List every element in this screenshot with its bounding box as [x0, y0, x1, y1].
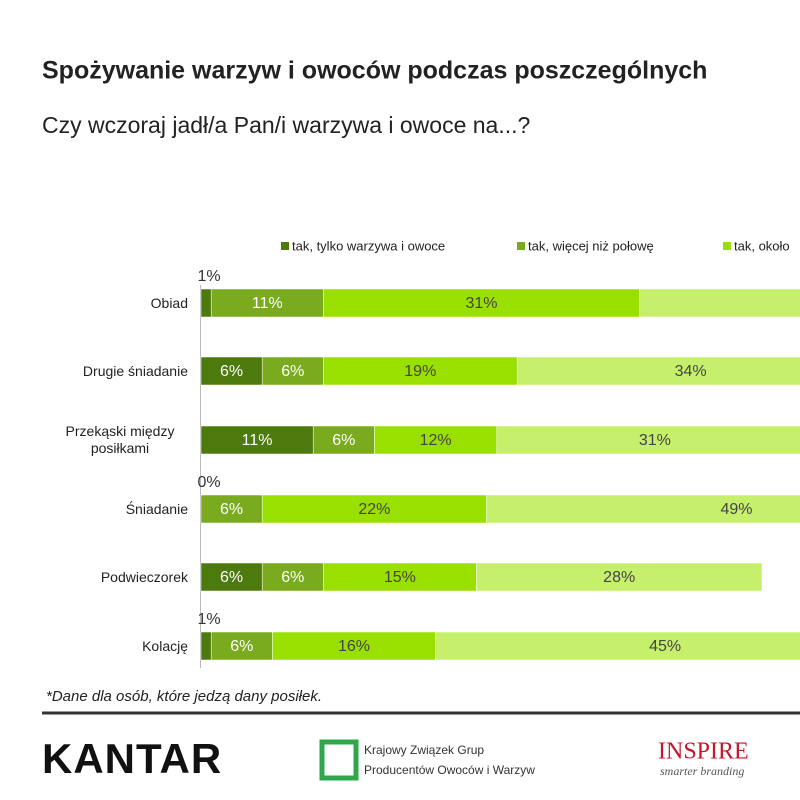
category-label: Obiad [150, 294, 188, 311]
value-label: 6% [281, 569, 304, 586]
category-label: Przekąski między posiłkami [65, 423, 175, 456]
logo-kantar: KANTAR [42, 735, 222, 782]
value-label: 22% [358, 501, 390, 518]
bar-segment [486, 494, 800, 524]
bar-segment [261, 356, 324, 386]
value-label: 11% [242, 432, 273, 449]
value-label: 31% [465, 295, 497, 312]
value-label: 19% [404, 363, 436, 380]
bar-segment [323, 562, 477, 592]
category-label: Kolację [142, 637, 188, 654]
logo-kzg-icon [319, 739, 359, 781]
bar-segment [200, 356, 263, 386]
category-label: Podwieczorek [100, 568, 188, 585]
value-label: 1% [197, 268, 220, 285]
value-label: 6% [281, 363, 304, 380]
value-label: 49% [720, 501, 752, 518]
chart-subtitle: Czy wczoraj jadł/a Pan/i warzywa i owoce… [42, 112, 530, 138]
bar-segment [516, 356, 800, 386]
legend-swatch [517, 242, 525, 250]
value-label: 0% [197, 474, 220, 491]
bar-segment [476, 562, 763, 592]
value-label: 12% [420, 432, 452, 449]
logo-inspire-tag: smarter branding [660, 764, 744, 778]
chart-title: Spożywanie warzyw i owoców podczas poszc… [42, 57, 707, 85]
value-label: 1% [197, 611, 220, 628]
bar-segment [200, 494, 263, 524]
bar-segment [312, 425, 375, 455]
value-label: 6% [220, 501, 243, 518]
bar-segment [323, 288, 640, 318]
bar-segment [435, 631, 800, 661]
value-label: 28% [603, 569, 635, 586]
value-label: 45% [649, 638, 681, 655]
bar-segment [496, 425, 800, 455]
value-label: 6% [332, 432, 355, 449]
value-label: 6% [220, 569, 243, 586]
legend-label: tak, tylko warzywa i owoce [292, 238, 445, 253]
category-label: Śniadanie [125, 500, 188, 517]
value-label: 6% [220, 363, 243, 380]
legend-label: tak, około [734, 238, 790, 253]
legend-swatch [281, 242, 289, 250]
bar-segment [261, 494, 487, 524]
logo-inspire: INSPIRE [658, 739, 749, 765]
value-label: 15% [384, 569, 416, 586]
bar-segment [639, 288, 800, 318]
value-label: 11% [252, 295, 283, 312]
logo-kzg-line1: Krajowy Związek Grup [364, 743, 484, 757]
value-label: 16% [338, 638, 370, 655]
bar-segment [200, 631, 212, 661]
bar-segment [200, 425, 314, 455]
value-label: 6% [230, 638, 253, 655]
bar-segment [200, 562, 263, 592]
legend-swatch [723, 242, 731, 250]
bar-segment [261, 562, 324, 592]
footnote: *Dane dla osób, które jedzą dany posiłek… [46, 688, 322, 705]
bar-segment [374, 425, 498, 455]
logo-kzg-line2: Producentów Owoców i Warzyw [364, 763, 535, 777]
bar-segment [200, 288, 212, 318]
category-label: Drugie śniadanie [82, 362, 188, 379]
legend-label: tak, więcej niż połowę [528, 238, 654, 253]
value-label: 34% [675, 363, 707, 380]
value-label: 31% [639, 432, 671, 449]
bar-segment [210, 288, 324, 318]
